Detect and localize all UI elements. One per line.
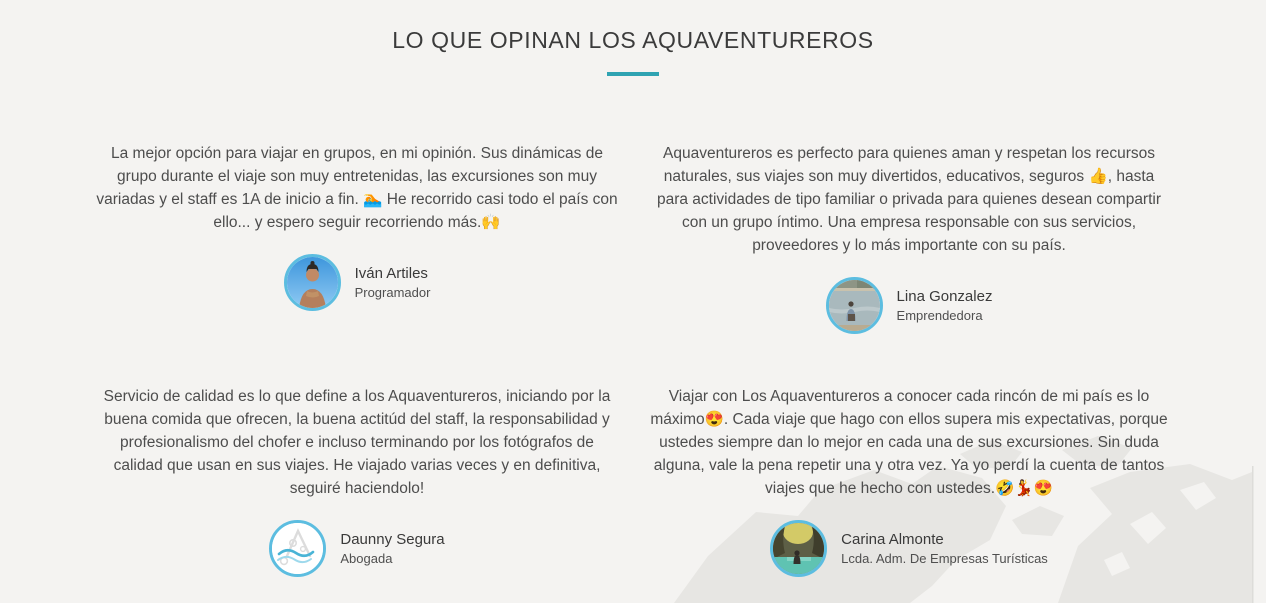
testimonial-author: Daunny Segura Abogada [95, 520, 619, 577]
testimonials-grid: La mejor opción para viajar en grupos, e… [0, 76, 1266, 577]
testimonial-card: Aquaventureros es perfecto para quienes … [647, 142, 1171, 334]
title-underline-accent [607, 72, 659, 76]
author-meta: Daunny Segura Abogada [340, 531, 444, 567]
testimonial-quote: Servicio de calidad es lo que define a l… [103, 388, 611, 497]
testimonial-author: Lina Gonzalez Emprendedora [647, 277, 1171, 334]
testimonial-quote: La mejor opción para viajar en grupos, e… [96, 145, 618, 231]
testimonial-quote: Aquaventureros es perfecto para quienes … [656, 145, 1162, 254]
testimonial-card: Servicio de calidad es lo que define a l… [95, 385, 619, 577]
section-title: LO QUE OPINAN LOS AQUAVENTUREROS [392, 27, 874, 53]
testimonial-quote: Viajar con Los Aquaventureros a conocer … [650, 388, 1168, 497]
avatar-aquaventureros-logo [269, 520, 327, 577]
avatar-photo-cave-swimmer [770, 520, 828, 577]
author-name: Lina Gonzalez [896, 287, 993, 305]
avatar-photo-man-blue-sky [283, 254, 341, 311]
testimonial-card: La mejor opción para viajar en grupos, e… [95, 142, 619, 334]
author-name: Daunny Segura [340, 530, 445, 548]
author-meta: Carina Almonte Lcda. Adm. De Empresas Tu… [841, 531, 1048, 567]
author-name: Carina Almonte [841, 530, 944, 548]
author-meta: Iván Artiles Programador [355, 265, 431, 301]
testimonial-author: Iván Artiles Programador [95, 254, 619, 311]
testimonial-card: Viajar con Los Aquaventureros a conocer … [647, 385, 1171, 577]
avatar-photo-woman-beach [825, 277, 883, 334]
author-name: Iván Artiles [354, 264, 428, 282]
author-role: Programador [354, 284, 431, 300]
author-meta: Lina Gonzalez Emprendedora [897, 288, 993, 324]
author-role: Emprendedora [896, 307, 983, 323]
section-header: LO QUE OPINAN LOS AQUAVENTUREROS [0, 0, 1266, 76]
author-role: Abogada [340, 550, 393, 566]
testimonial-author: Carina Almonte Lcda. Adm. De Empresas Tu… [647, 520, 1171, 577]
author-role: Lcda. Adm. De Empresas Turísticas [841, 550, 1048, 566]
